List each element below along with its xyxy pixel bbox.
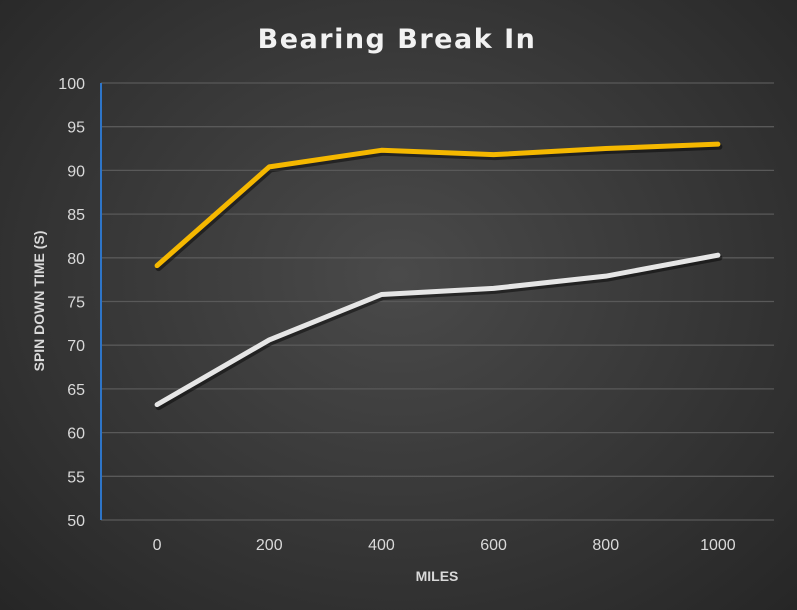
gridlines — [101, 82, 774, 521]
y-tick-label: 50 — [67, 513, 85, 530]
x-tick-label: 600 — [480, 537, 507, 554]
y-tick-label: 65 — [67, 382, 85, 399]
x-tick-label: 800 — [592, 537, 619, 554]
x-tick-label: 200 — [256, 537, 283, 554]
series-line-2 — [154, 252, 721, 408]
x-axis-ticks: 0 200 400 600 800 1000 — [153, 537, 736, 554]
series-line-1 — [154, 141, 721, 269]
y-tick-label: 100 — [58, 76, 85, 93]
y-tick-label: 90 — [67, 163, 85, 180]
y-axis-title: SPIN DOWN TIME (S) — [31, 231, 47, 372]
data-series — [154, 141, 723, 411]
y-tick-label: 60 — [67, 426, 85, 443]
y-tick-label: 55 — [67, 469, 85, 486]
x-tick-label: 400 — [368, 537, 395, 554]
x-tick-label: 1000 — [700, 537, 736, 554]
x-axis-title: MILES — [416, 568, 459, 584]
y-tick-label: 70 — [67, 338, 85, 355]
y-axis-ticks: 50 55 60 65 70 75 80 85 90 95 100 — [58, 76, 85, 530]
chart-title: Bearing Break In — [258, 24, 537, 55]
series-line-shadow — [155, 143, 723, 272]
y-tick-label: 80 — [67, 251, 85, 268]
y-tick-label: 95 — [67, 120, 85, 137]
series-line-shadow — [155, 254, 723, 411]
y-tick-label: 75 — [67, 295, 85, 312]
y-tick-label: 85 — [67, 207, 85, 224]
x-tick-label: 0 — [153, 537, 162, 554]
